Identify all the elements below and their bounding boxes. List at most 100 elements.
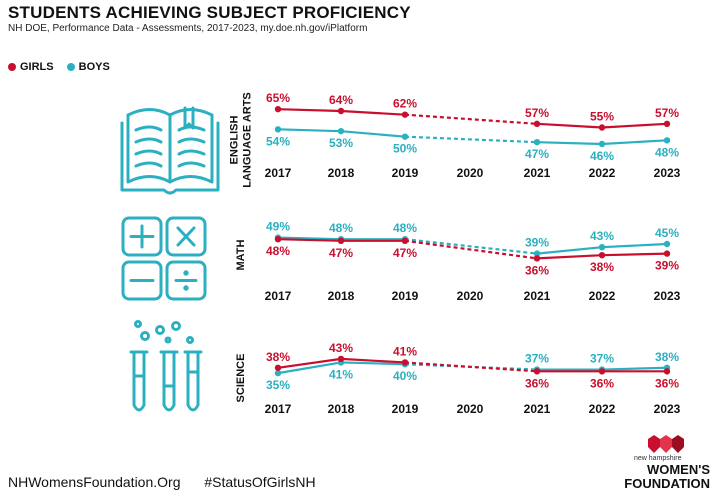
series-line-segment xyxy=(404,135,538,144)
data-label: 64% xyxy=(329,93,353,107)
series-line-segment xyxy=(601,366,668,371)
x-tick-label: 2023 xyxy=(654,402,681,416)
logo-line-2: FOUNDATION xyxy=(624,476,710,491)
data-point xyxy=(598,124,606,131)
data-point xyxy=(337,107,345,115)
x-tick-label: 2018 xyxy=(328,289,355,303)
data-label: 37% xyxy=(590,352,614,366)
data-label: 38% xyxy=(655,350,679,364)
series-line-segment xyxy=(340,130,406,138)
series-line-segment xyxy=(536,254,603,260)
data-label: 35% xyxy=(266,378,290,392)
footer: NHWomensFoundation.Org #StatusOfGirlsNH xyxy=(8,474,336,490)
data-label: 48% xyxy=(393,221,417,235)
logo-line-1: WOMEN'S xyxy=(646,462,710,477)
x-tick-label: 2022 xyxy=(589,402,616,416)
data-label: 46% xyxy=(590,149,614,163)
footer-site-link[interactable]: NHWomensFoundation.Org xyxy=(8,474,181,490)
x-tick-label: 2017 xyxy=(265,289,292,303)
data-point xyxy=(533,120,541,128)
data-label: 50% xyxy=(393,142,417,156)
series-line-segment xyxy=(277,236,342,241)
series-line-segment xyxy=(340,357,406,364)
x-tick-label: 2021 xyxy=(524,166,551,180)
data-label: 36% xyxy=(590,376,614,390)
data-point xyxy=(401,359,409,366)
data-point xyxy=(274,369,282,377)
x-tick-label: 2020 xyxy=(457,289,484,303)
legend-girls-label: GIRLS xyxy=(20,61,54,73)
data-point xyxy=(598,368,606,375)
legend-item-girls: GIRLS xyxy=(8,61,54,73)
series-line-segment xyxy=(277,128,342,133)
data-label: 38% xyxy=(590,260,614,274)
data-label: 47% xyxy=(393,246,417,260)
data-label: 41% xyxy=(393,344,417,358)
data-point xyxy=(274,126,282,133)
data-label: 47% xyxy=(525,147,549,161)
ylabel-line: SCIENCE xyxy=(235,354,247,403)
data-label: 57% xyxy=(525,106,549,120)
data-label: 45% xyxy=(655,226,679,240)
data-label: 37% xyxy=(525,352,549,366)
open-book-icon xyxy=(120,106,220,195)
logo-small-text: new hampshire xyxy=(634,455,682,462)
data-point xyxy=(533,255,541,262)
legend-boys-swatch xyxy=(66,63,75,71)
legend: GIRLS BOYS xyxy=(8,61,123,73)
ylabel-line: ENGLISH xyxy=(229,116,241,165)
data-point xyxy=(401,111,409,118)
series-line-segment xyxy=(277,238,342,242)
data-point xyxy=(663,120,671,128)
legend-girls-swatch xyxy=(8,63,16,71)
data-point xyxy=(533,138,541,146)
data-label: 57% xyxy=(655,106,679,120)
data-point xyxy=(401,237,409,244)
x-tick-label: 2022 xyxy=(589,166,616,180)
data-point xyxy=(598,140,606,148)
legend-boys-label: BOYS xyxy=(78,61,110,73)
data-label: 54% xyxy=(266,134,290,148)
data-point xyxy=(663,137,671,144)
data-point xyxy=(274,105,282,113)
data-label: 65% xyxy=(266,91,290,105)
data-label: 62% xyxy=(393,97,417,111)
data-point xyxy=(533,250,541,257)
data-label: 43% xyxy=(590,229,614,243)
x-tick-label: 2023 xyxy=(654,166,681,180)
x-tick-label: 2020 xyxy=(457,166,484,180)
series-line-segment xyxy=(404,239,538,260)
data-label: 48% xyxy=(655,145,679,159)
series-line-segment xyxy=(601,139,668,146)
series-line-segment xyxy=(601,242,668,249)
data-point xyxy=(663,368,671,375)
x-tick-label: 2022 xyxy=(589,289,616,303)
data-point xyxy=(598,244,606,251)
data-label: 36% xyxy=(525,376,549,390)
data-label: 55% xyxy=(590,110,614,124)
data-point xyxy=(274,236,282,243)
series-line-segment xyxy=(536,141,603,146)
data-label: 38% xyxy=(266,350,290,364)
x-tick-label: 2018 xyxy=(328,166,355,180)
page-title: STUDENTS ACHIEVING SUBJECT PROFICIENCY xyxy=(8,3,411,22)
series-line-segment xyxy=(536,246,603,255)
data-label: 43% xyxy=(329,341,353,355)
data-point xyxy=(337,127,345,135)
x-tick-label: 2020 xyxy=(457,402,484,416)
x-tick-label: 2019 xyxy=(392,289,419,303)
scienceaxis-label: SCIENCE xyxy=(235,354,247,403)
foundation-logo: new hampshire WOMEN'S FOUNDATION xyxy=(596,433,714,495)
page-subtitle: NH DOE, Performance Data - Assessments, … xyxy=(8,23,368,34)
series-line-segment xyxy=(340,361,406,366)
legend-item-boys: BOYS xyxy=(66,61,110,73)
data-point xyxy=(337,355,345,363)
data-label: 36% xyxy=(655,376,679,390)
series-line-segment xyxy=(536,122,603,129)
series-line-segment xyxy=(277,361,342,375)
series-line-segment xyxy=(601,252,668,257)
series-line-segment xyxy=(340,109,406,116)
x-tick-label: 2018 xyxy=(328,402,355,416)
data-point xyxy=(598,252,606,259)
test-tubes-icon xyxy=(129,320,203,412)
